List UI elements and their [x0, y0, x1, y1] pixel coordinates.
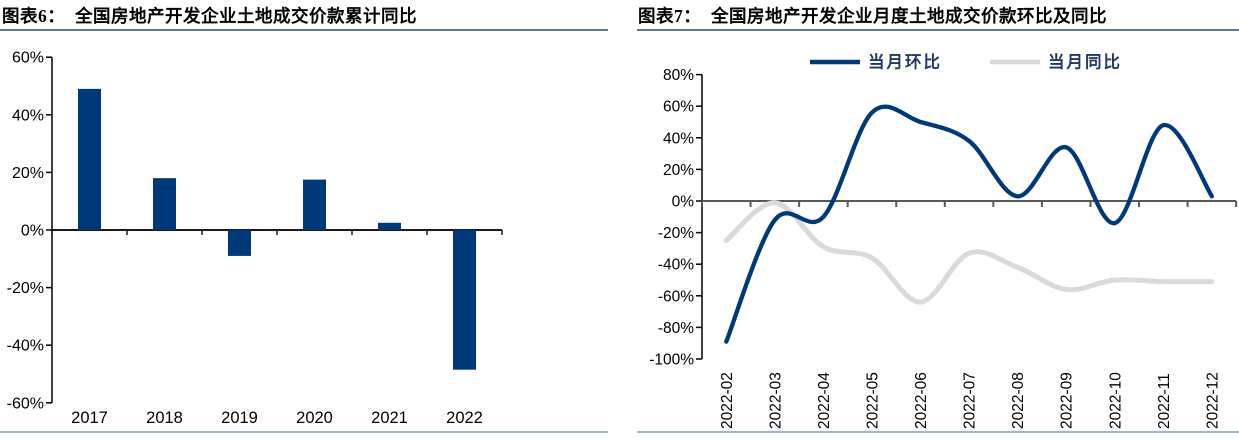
figure7-title: 图表7： 全国房地产开发企业月度土地成交价款环比及同比: [638, 6, 1107, 26]
y-tick-label: 0%: [21, 223, 44, 240]
legend-item-0: 当月环比: [810, 52, 942, 72]
x-tick-label: 2022-08: [1010, 372, 1027, 429]
x-tick-label: 2017: [71, 409, 108, 427]
figure6-title: 图表6： 全国房地产开发企业土地成交价款累计同比: [2, 6, 417, 26]
figure6-bar-chart: 60% 40% 20% 0% -20% -40% -60% 2017 2018 2019 2020 2…: [7, 50, 503, 427]
x-tick-label: 2022-05: [864, 372, 881, 429]
x-tick-label: 2022-07: [962, 372, 979, 429]
x-tick-label: 2020: [296, 409, 333, 427]
x-tick-label: 2022-03: [767, 372, 784, 429]
figure6-panel: 图表6： 全国房地产开发企业土地成交价款累计同比 60% 40% 20% 0% -20%…: [0, 0, 618, 440]
bar-2019: [228, 230, 251, 256]
y-tick-label: 40%: [663, 130, 694, 147]
line-series-1: [723, 200, 1215, 305]
figure7-line-chart: 当月环比 当月同比 80% 60% 40% 20% 0% -20% -40% -60% -80% -1…: [649, 52, 1238, 429]
x-tick-label: 2022-10: [1107, 372, 1124, 429]
y-tick-label: 80%: [663, 67, 694, 84]
figure7-panel: 图表7： 全国房地产开发企业月度土地成交价款环比及同比 当月环比 当月同比 80% 6…: [620, 0, 1239, 440]
y-tick-label: 20%: [12, 165, 44, 182]
y-tick-label: -40%: [7, 338, 44, 355]
bar-2017: [78, 88, 101, 230]
x-tick-label: 2018: [146, 409, 183, 427]
figure7-title-rule: [637, 29, 1239, 31]
x-tick-label: 2022-12: [1204, 372, 1221, 429]
figure6-bottom-rule: [0, 431, 608, 433]
y-tick-label: 40%: [12, 107, 44, 124]
y-tick-label: -60%: [658, 288, 694, 305]
y-tick-label: -60%: [7, 395, 44, 412]
x-tick-label: 2022-09: [1059, 372, 1076, 429]
y-tick-label: 60%: [663, 99, 694, 116]
y-tick-label: 20%: [663, 162, 694, 179]
y-tick-label: -80%: [658, 320, 694, 337]
y-tick-label: 0%: [672, 194, 695, 211]
line-series-0: [724, 104, 1215, 344]
y-tick-label: -100%: [649, 352, 694, 369]
y-tick-label: -20%: [7, 280, 44, 297]
legend-label: 当月环比: [868, 52, 942, 72]
x-tick-label: 2022-04: [816, 372, 833, 429]
bar-2018: [153, 178, 176, 230]
y-tick-label: -20%: [658, 225, 694, 242]
x-tick-label: 2021: [371, 409, 408, 427]
legend-label: 当月同比: [1048, 52, 1122, 72]
x-tick-label: 2019: [221, 409, 258, 427]
bar-2021: [378, 222, 401, 230]
bar-2020: [303, 179, 326, 230]
figure6-title-rule: [0, 29, 608, 31]
figure7-bottom-rule: [637, 431, 1239, 433]
x-tick-label: 2022-02: [719, 372, 736, 429]
x-tick-label: 2022-11: [1156, 373, 1173, 429]
bar-2022: [453, 230, 476, 370]
legend-item-1: 当月同比: [990, 52, 1122, 72]
y-tick-label: -40%: [658, 257, 694, 274]
y-tick-label: 60%: [12, 50, 44, 67]
x-tick-label: 2022-06: [913, 372, 930, 429]
x-tick-label: 2022: [446, 409, 483, 427]
